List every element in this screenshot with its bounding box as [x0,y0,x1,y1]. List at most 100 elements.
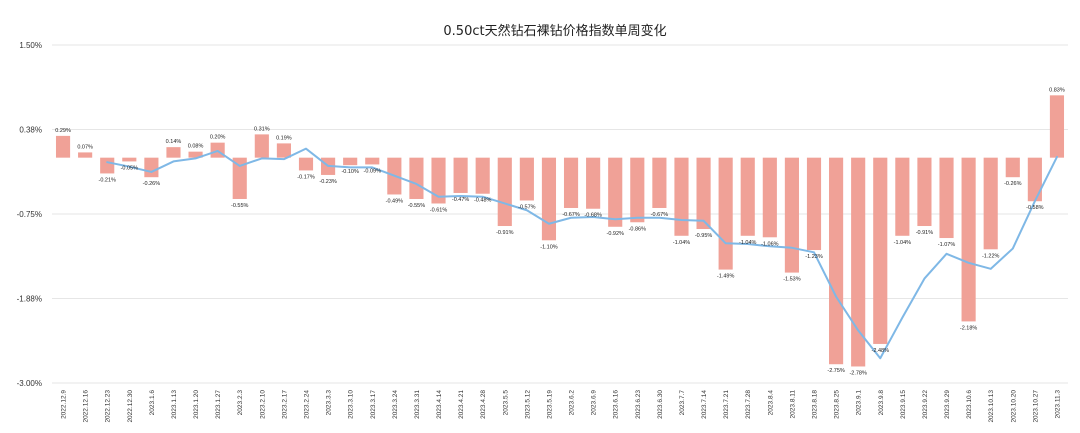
bar [453,157,468,193]
bar [100,157,115,174]
data-label: -2.18% [960,325,978,331]
bar [1005,157,1020,178]
bar [431,157,446,204]
bar [254,134,269,158]
data-label: 0.19% [276,135,292,141]
trend-line [106,147,1058,360]
x-tick-label: 2023.4.28 [480,390,487,419]
x-tick-label: 2023.10.6 [966,390,973,419]
bar-layer [55,95,1065,367]
x-tick-label: 2023.5.19 [546,390,553,419]
x-tick-label: 2023.6.2 [569,390,576,416]
data-label: -0.92% [606,231,624,237]
bar [608,157,623,227]
x-tick-label: 2023.2.24 [304,390,311,419]
x-tick-label: 2023.4.14 [436,390,443,419]
x-tick-label: 2023.8.18 [812,390,819,419]
data-label: -1.53% [783,277,801,283]
bar [55,135,71,158]
x-tick-label: 2023.6.16 [613,390,620,419]
x-tick-label: 2022.12.30 [127,390,134,423]
bar [917,157,932,227]
data-label: 0.83% [1049,87,1065,93]
x-tick-label: 2023.8.4 [767,390,774,416]
bar [166,147,181,158]
y-tick-label: -1.88% [17,295,42,304]
x-tick-layer: 2022.12.9 2022.12.16 2022.12.23 2022.12.30 2… [61,390,1062,423]
x-tick-label: 2023.9.22 [922,390,929,419]
data-label: -2.75% [827,368,845,374]
x-tick-label: 2023.7.7 [679,390,686,416]
x-tick-label: 2023.4.21 [458,390,465,419]
bar [365,157,380,165]
bar [939,157,954,239]
data-label: 0.14% [166,139,182,145]
bar [806,157,822,251]
x-tick-label: 2023.2.3 [237,390,244,416]
x-tick-label: 2023.2.10 [259,390,266,419]
bar [851,157,866,367]
x-tick-label: 2023.3.10 [348,390,355,419]
data-label: -0.68% [584,213,602,219]
data-label: 0.29% [55,128,71,134]
x-tick-label: 2023.6.30 [657,390,664,419]
bar [519,157,534,201]
data-label: -0.10% [341,169,359,175]
bar [475,157,490,194]
data-label: -0.91% [496,230,514,236]
x-tick-label: 2023.9.15 [900,390,907,419]
data-label: -0.58% [1026,205,1044,211]
data-label: -1.06% [761,241,779,247]
bar [1049,95,1065,158]
x-tick-label: 2023.1.20 [193,390,200,419]
bar [718,157,733,270]
y-tick-label: -3.00% [17,379,42,388]
x-tick-label: 2023.7.21 [723,390,730,419]
data-label: -0.48% [474,198,492,204]
data-label: -0.47% [452,197,470,203]
data-label: -0.86% [629,226,647,232]
x-tick-label: 2022.12.16 [83,390,90,423]
data-label-layer: 0.29% 0.07% -0.21% -0.05% -0.26% 0.14% 0.08% 0.… [55,87,1065,376]
x-tick-label: 2023.2.17 [281,390,288,419]
bar [122,157,137,162]
data-label: -0.17% [297,174,315,180]
x-tick-label: 2023.7.14 [701,390,708,419]
x-tick-label: 2023.3.17 [370,390,377,419]
bar [78,152,93,158]
data-label: -0.55% [408,203,426,209]
bar [563,157,579,208]
data-label: -1.04% [673,240,691,246]
y-tick-label: 1.50% [19,41,42,50]
x-tick-label: 2023.10.13 [988,390,995,423]
bar [630,157,645,223]
data-label: 0.20% [210,135,226,141]
data-label: -0.26% [1004,181,1022,187]
x-tick-label: 2023.9.8 [878,390,885,416]
data-label: -1.10% [540,244,558,250]
bar [873,157,888,344]
data-label: -0.57% [518,204,536,210]
bar [740,157,755,236]
data-label: -0.21% [98,177,116,183]
chart-title: 0.50ct天然钻石裸钻价格指数单周变化 [443,23,666,39]
bar [409,157,424,199]
x-tick-label: 2023.6.9 [591,390,598,416]
data-label: -0.09% [364,168,382,174]
grid-layer [52,44,1068,384]
bar [497,157,512,227]
data-label: -0.61% [430,207,448,213]
data-label: -0.26% [143,181,161,187]
bar [298,157,314,171]
bar [895,157,910,236]
data-label: -0.67% [651,212,669,218]
x-tick-label: 2023.1.6 [149,390,156,416]
data-label: -2.48% [872,348,890,354]
data-label: 0.08% [188,144,204,150]
bar [1027,157,1042,202]
x-tick-label: 2023.3.3 [326,390,333,416]
data-label: -0.23% [319,179,337,185]
data-label: 0.31% [254,126,270,132]
